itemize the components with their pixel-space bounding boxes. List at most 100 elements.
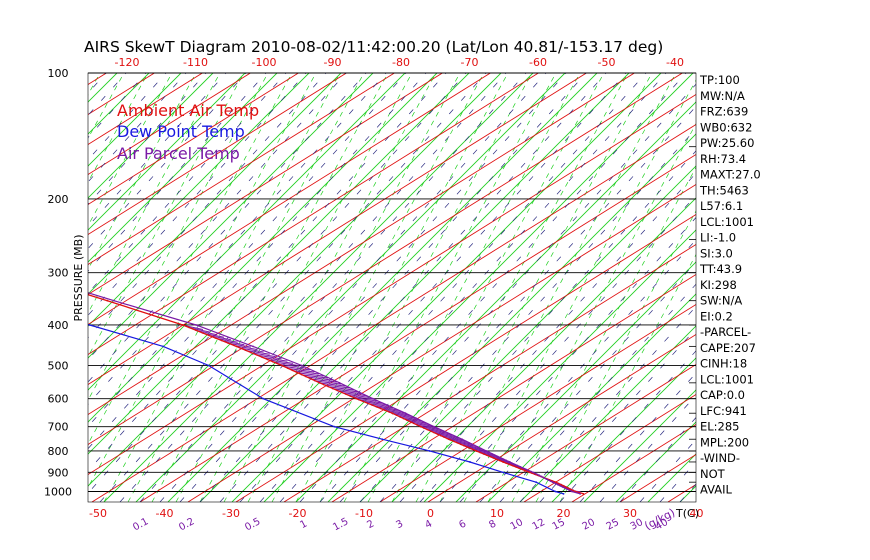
dry-adiabat: [327, 133, 696, 502]
ambient-air-temp-line: [88, 294, 584, 495]
isotherm: [764, 73, 870, 502]
air-parcel-temp-point: [22, 272, 24, 274]
moist-adiabat: [535, 210, 696, 502]
air-parcel-temp-point: [338, 381, 341, 384]
index-label: TT:43.9: [699, 262, 742, 276]
cape-hatch-line: [266, 359, 294, 364]
bottom-temperature-tick-label: -10: [355, 507, 373, 520]
index-label: LI:-1.0: [700, 231, 736, 245]
cape-hatch-line: [332, 388, 358, 393]
index-label: PW:25.60: [700, 136, 754, 150]
top-temperature-tick-label: -50: [598, 56, 616, 69]
moist-adiabat: [88, 73, 293, 445]
isotherm: [88, 73, 251, 176]
moist-adiabat: [0, 73, 52, 502]
pressure-tick-label: 1000: [44, 486, 72, 499]
isotherm: [88, 73, 347, 236]
mixing-ratio-tick-label: 30: [629, 517, 645, 533]
index-label: CAP:0.0: [700, 388, 745, 402]
cape-hatch-line: [314, 380, 342, 385]
index-label: SI:3.0: [700, 246, 733, 260]
mixing-ratio-tick-label: 1: [298, 518, 309, 531]
index-label: CINH:18: [700, 357, 747, 371]
ambient-air-temp-point: [355, 397, 358, 400]
ambient-air-temp-point: [528, 471, 531, 474]
isotherm: [571, 423, 696, 502]
moist-adiabat: [463, 79, 696, 502]
dry-adiabat: [647, 453, 696, 502]
top-temperature-tick-label: -70: [461, 56, 479, 69]
legend-air-parcel-temp: Air Parcel Temp: [117, 144, 240, 163]
dew-point-temp-point: [535, 481, 537, 484]
dry-adiabat: [551, 357, 696, 502]
moist-adiabat: [319, 73, 557, 502]
moist-adiabat: [0, 73, 4, 502]
moist-adiabat: [199, 73, 437, 502]
dry-adiabat: [135, 73, 566, 502]
ambient-air-temp-point: [181, 324, 184, 326]
isotherm: [187, 183, 696, 502]
isotherm: [523, 393, 696, 502]
dry-adiabat: [423, 229, 696, 502]
mixing-ratio-line: [479, 261, 696, 502]
dry-adiabat: [487, 293, 696, 502]
bottom-temperature-tick-label: -50: [89, 507, 107, 520]
dry-adiabat: [231, 73, 662, 502]
index-label: L57:6.1: [700, 199, 743, 213]
mixing-ratio-line: [119, 73, 507, 502]
dew-point-temp-point: [333, 425, 336, 428]
mixing-ratio-line: [88, 73, 427, 450]
moist-adiabat: [175, 73, 413, 502]
air-parcel-temp-point: [113, 299, 115, 302]
dry-adiabat: [88, 73, 406, 391]
ambient-air-temp-point: [475, 450, 478, 452]
mixing-ratio-line: [399, 172, 696, 502]
index-label: MPL:200: [700, 435, 749, 449]
dew-point-temp-point: [262, 397, 265, 400]
mixing-ratio-tick-label: 4: [423, 518, 434, 531]
index-label: MW:N/A: [700, 89, 745, 103]
index-label: NOT: [700, 467, 726, 481]
air-parcel-temp-point: [433, 425, 435, 428]
air-parcel-temp-point: [485, 450, 488, 452]
mixing-ratio-line: [88, 73, 387, 405]
moist-adiabat: [415, 73, 653, 502]
isotherm: [88, 73, 443, 296]
top-temperature-tick-label: -100: [252, 56, 277, 69]
air-parcel-temp-line: [88, 292, 581, 495]
air-parcel-temp-point: [579, 492, 582, 495]
mixing-ratio-tick-label: 8: [487, 518, 498, 531]
moist-adiabat: [391, 73, 629, 502]
ambient-air-temp-point: [235, 345, 238, 348]
legend-dew-point-temp: Dew Point Temp: [117, 122, 245, 141]
air-parcel-temp-point: [300, 364, 303, 367]
air-parcel-temp-point: [551, 481, 554, 484]
isotherm: [88, 93, 696, 476]
dry-adiabat: [88, 73, 246, 231]
pressure-tick-label: 100: [48, 67, 69, 80]
mixing-ratio-tick-label: 20: [581, 517, 597, 533]
pressure-tick-label: 900: [48, 466, 69, 479]
dry-adiabat: [88, 73, 310, 295]
top-temperature-tick-label: -120: [115, 56, 140, 69]
mixing-ratio-line: [459, 239, 696, 502]
top-temperature-tick-label: -40: [666, 56, 684, 69]
isotherm: [88, 73, 299, 206]
index-label: LFC:941: [700, 404, 747, 418]
mixing-ratio-line: [139, 73, 527, 502]
isotherm: [475, 363, 696, 502]
mixing-ratio-line: [199, 73, 587, 502]
mixing-ratio-tick-label: 0.5: [243, 516, 262, 533]
moist-adiabat: [88, 73, 125, 140]
mixing-ratio-line: [99, 73, 487, 502]
dry-adiabat: [583, 389, 696, 502]
mixing-ratio-tick-label: 2: [365, 518, 376, 531]
mixing-ratio-tick-label: 15: [551, 517, 567, 533]
pressure-tick-label: 600: [48, 393, 69, 406]
pressure-tick-label: 200: [48, 193, 69, 206]
index-label: FRZ:639: [700, 105, 748, 119]
dry-adiabat: [0, 73, 21, 502]
isotherm: [88, 73, 635, 416]
mixing-ratio-line: [88, 73, 287, 294]
mixing-ratio-line: [88, 73, 407, 427]
